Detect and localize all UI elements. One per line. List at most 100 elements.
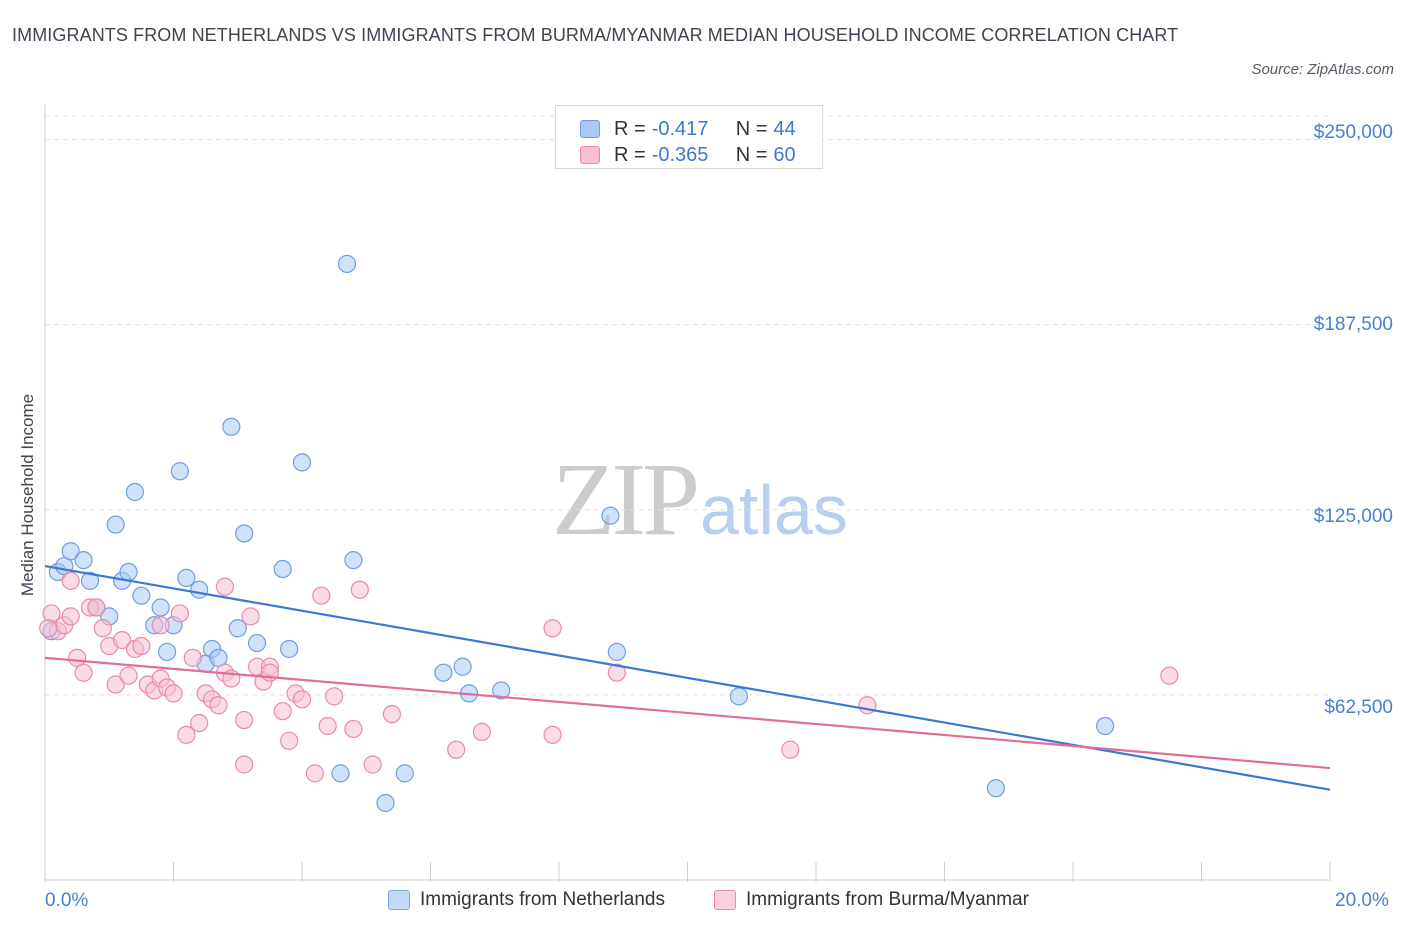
netherlands-point (247, 633, 267, 653)
burma-point (543, 619, 562, 638)
burma-point (241, 607, 260, 626)
burma-point (543, 725, 562, 744)
burma-trendline (44, 656, 1331, 770)
legend-swatch-pink (714, 890, 736, 910)
netherlands-point (157, 642, 177, 662)
burma-point (273, 702, 292, 721)
burma-point (350, 580, 369, 599)
burma-point (74, 663, 93, 682)
stats-row-netherlands: R = -0.417 N = 44 (580, 116, 796, 142)
y-tick-label: $187,500 (1313, 314, 1393, 335)
source-credit: Source: ZipAtlas.com (1251, 61, 1394, 78)
burma-point (292, 690, 312, 709)
chart-title: IMMIGRANTS FROM NETHERLANDS VS IMMIGRANT… (12, 25, 1179, 45)
burma-point (170, 604, 190, 623)
netherlands-point (132, 586, 151, 605)
r-value: -0.417 (651, 117, 709, 140)
burma-point (607, 663, 626, 682)
burma-point (106, 675, 125, 694)
burma-point (151, 616, 170, 635)
burma-point (363, 755, 382, 774)
burma-point (190, 713, 209, 733)
netherlands-point (61, 542, 80, 561)
burma-point (119, 666, 138, 685)
netherlands-trendline (44, 564, 1331, 791)
burma-point (472, 722, 491, 742)
legend-swatch-blue (388, 890, 410, 910)
burma-point (344, 719, 363, 739)
netherlands-point (453, 657, 472, 676)
burma-point (312, 586, 331, 605)
n-label: N = (735, 143, 768, 166)
burma-point (87, 598, 106, 617)
y-axis-label: Median Household Income (18, 393, 37, 597)
burma-point (235, 755, 254, 774)
pink-swatch (580, 146, 600, 164)
burma-point (215, 577, 234, 596)
netherlands-point (1096, 716, 1115, 736)
netherlands-point (74, 551, 93, 570)
burma-point (280, 731, 299, 750)
x-tick-label: 0.0% (45, 890, 89, 911)
burma-point (781, 740, 800, 759)
netherlands-point (601, 506, 620, 525)
burma-point (61, 607, 80, 626)
burma-point (382, 705, 402, 724)
netherlands-point (986, 779, 1006, 798)
burma-point (318, 716, 337, 736)
watermark-zip: ZIP (552, 442, 700, 557)
stats-box: R = -0.417 N = 44 R = -0.365 N = 60 (555, 105, 823, 169)
burma-point (177, 725, 196, 744)
legend-item-netherlands[interactable]: Immigrants from Netherlands (388, 889, 665, 911)
burma-point (93, 619, 112, 638)
netherlands-point (170, 462, 190, 481)
netherlands-point (119, 562, 138, 582)
netherlands-point (177, 568, 196, 587)
burma-point (39, 619, 58, 638)
netherlands-point (607, 642, 626, 662)
y-tick-label: $62,500 (1324, 697, 1393, 718)
netherlands-point (190, 580, 209, 599)
r-label: R = (614, 117, 646, 140)
legend-label: Immigrants from Burma/Myanmar (746, 889, 1029, 910)
netherlands-point (222, 417, 241, 436)
burma-point (132, 636, 151, 656)
netherlands-point (280, 639, 299, 659)
netherlands-point (434, 663, 453, 682)
y-tick-label: $250,000 (1313, 122, 1393, 143)
netherlands-point (235, 524, 254, 543)
burma-point (305, 764, 324, 783)
n-value: 60 (773, 143, 796, 166)
netherlands-point (80, 571, 100, 590)
burma-point (112, 630, 132, 650)
netherlands-point (273, 559, 292, 579)
burma-point (183, 648, 202, 667)
netherlands-point (151, 598, 170, 617)
legend-label: Immigrants from Netherlands (420, 889, 665, 910)
burma-point (325, 687, 344, 706)
burma-point (235, 710, 254, 730)
burma-point (164, 684, 183, 703)
netherlands-point (376, 793, 395, 813)
netherlands-point (492, 681, 511, 700)
netherlands-point (729, 687, 749, 706)
x-tick-label: 20.0% (1335, 890, 1389, 911)
netherlands-point (344, 551, 363, 570)
y-tick-label: $125,000 (1313, 506, 1393, 527)
netherlands-point (125, 482, 145, 502)
netherlands-point (395, 764, 414, 783)
burma-point (209, 696, 228, 715)
burma-point (61, 571, 80, 590)
legend-item-burma[interactable]: Immigrants from Burma/Myanmar (714, 889, 1029, 911)
n-label: N = (735, 117, 768, 140)
stats-row-burma: R = -0.365 N = 60 (580, 142, 796, 168)
burma-point (447, 740, 466, 759)
netherlands-point (292, 453, 312, 472)
netherlands-point (106, 515, 125, 534)
netherlands-point (337, 254, 357, 274)
r-value: -0.365 (651, 143, 709, 166)
r-label: R = (614, 143, 646, 166)
netherlands-point (228, 619, 247, 638)
burma-point (1160, 666, 1179, 685)
